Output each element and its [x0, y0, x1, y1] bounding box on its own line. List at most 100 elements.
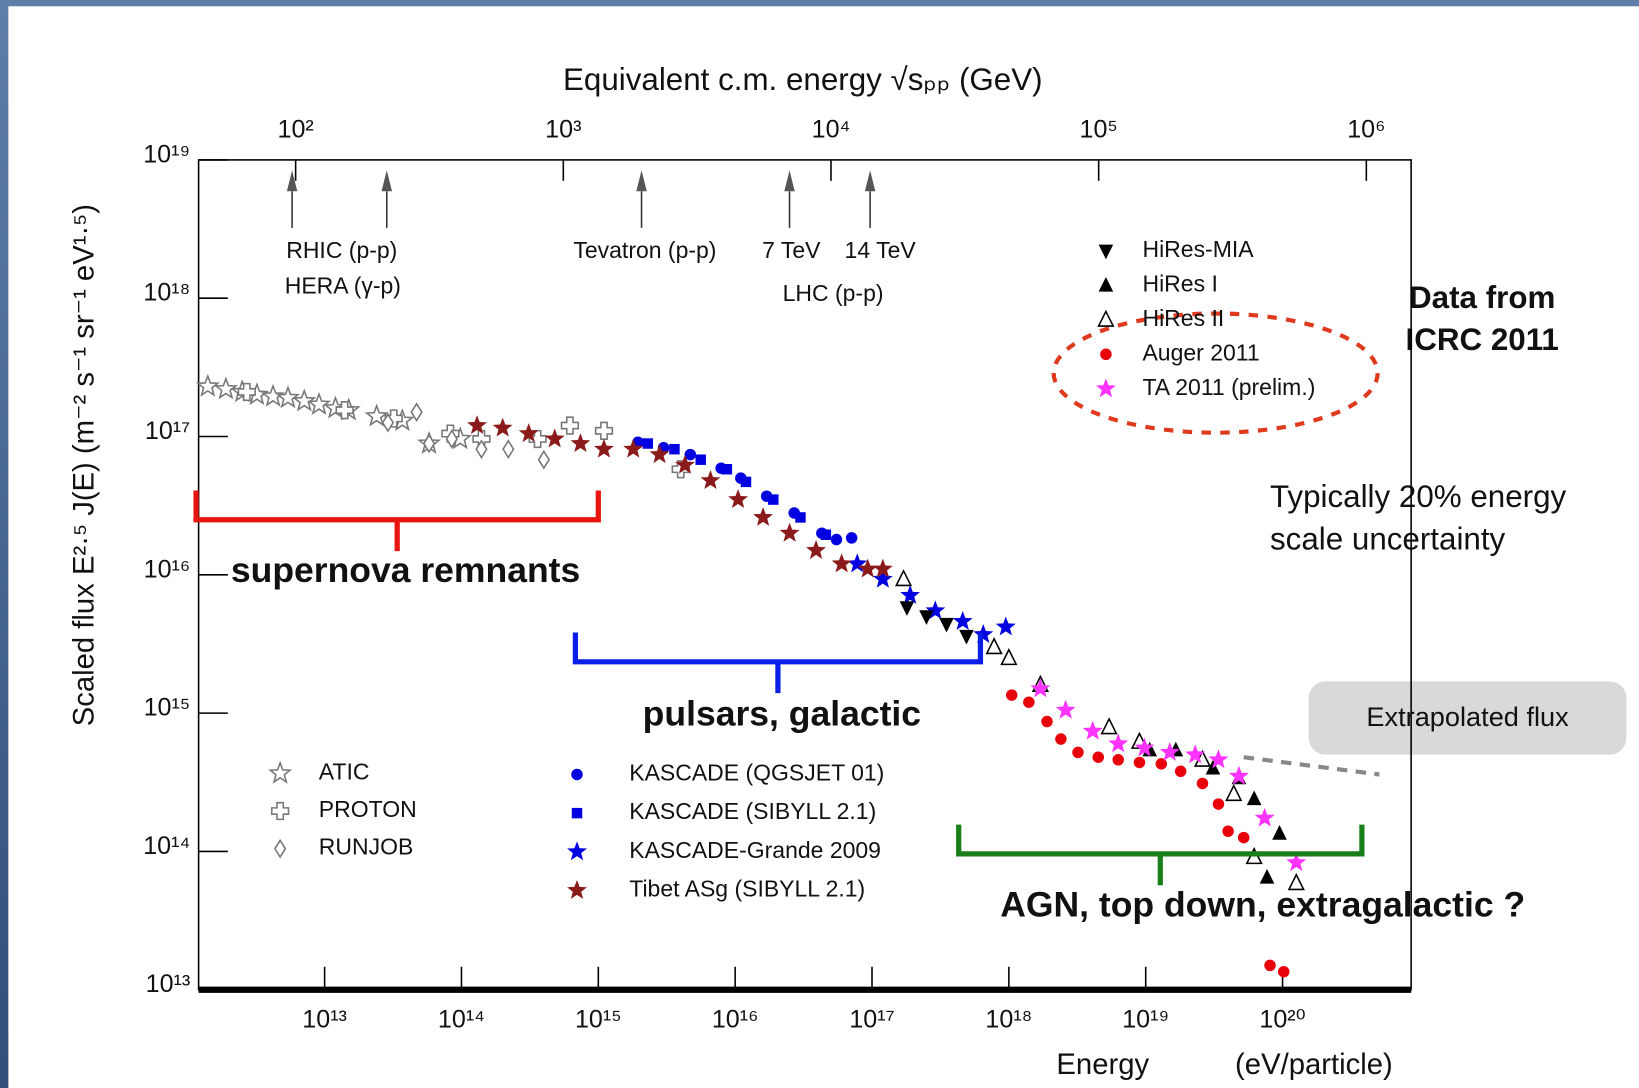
range-bracket — [193, 490, 601, 552]
data-point — [544, 428, 565, 448]
legend-item: PROTON — [270, 796, 417, 822]
data-point — [872, 568, 893, 588]
data-point — [410, 402, 423, 423]
legend-marker — [1098, 276, 1114, 292]
data-point — [1174, 765, 1187, 778]
data-point — [364, 403, 389, 427]
data-point — [381, 412, 395, 433]
legend-label: Auger 2011 — [1142, 339, 1259, 365]
data-point — [1272, 825, 1287, 840]
data-point — [740, 476, 752, 488]
data-point — [1286, 852, 1307, 872]
data-point — [1055, 733, 1067, 745]
data-point — [445, 429, 458, 449]
data-point — [1082, 720, 1103, 740]
data-point — [1072, 746, 1084, 759]
note-line: Typically 20% energy — [1270, 479, 1567, 514]
series — [1006, 689, 1290, 978]
panel — [8, 6, 1639, 1088]
data-point — [237, 382, 256, 402]
data-point — [1133, 756, 1146, 769]
data-point — [1092, 751, 1104, 763]
data-point — [649, 444, 670, 464]
legend-label: HiRes II — [1142, 305, 1224, 331]
data-point — [952, 610, 973, 630]
data-point — [335, 401, 354, 420]
data-point — [872, 558, 893, 578]
data-point — [1159, 741, 1180, 761]
x-tick-label: 10¹³ — [302, 1006, 347, 1034]
legend-marker — [1100, 348, 1112, 361]
x2-tick-label: 10⁶ — [1347, 115, 1385, 143]
x-tick-label: 10¹⁶ — [712, 1006, 759, 1034]
series — [237, 382, 690, 479]
data-point — [1225, 783, 1243, 802]
x-tick-label: 10²⁰ — [1259, 1006, 1305, 1034]
note-line: scale uncertainty — [1270, 522, 1506, 557]
data-point — [422, 433, 436, 454]
extrapolation-label: Extrapolated flux — [1366, 701, 1569, 732]
x-tick-label: 10¹⁴ — [438, 1006, 485, 1034]
note-line: Data from — [1409, 280, 1555, 315]
legend-label: RUNJOB — [319, 834, 414, 860]
legend-marker — [567, 880, 587, 899]
data-point — [1246, 790, 1262, 806]
data-point — [845, 532, 858, 544]
highlight-ellipse — [1051, 311, 1380, 435]
data-point — [518, 423, 539, 443]
x2-tick-label: 10⁵ — [1080, 115, 1118, 143]
data-point — [642, 438, 654, 449]
data-point — [1006, 689, 1018, 701]
legend-label: HiRes-MIA — [1142, 236, 1254, 262]
legend-label: HiRes I — [1142, 270, 1217, 296]
data-point — [1222, 825, 1234, 837]
data-point — [820, 529, 832, 540]
x2-tick-label: 10⁴ — [812, 115, 851, 143]
data-point — [1196, 777, 1209, 790]
legend-marker — [1098, 244, 1114, 260]
marker-label: Tevatron (p-p) — [573, 237, 716, 263]
data-point — [292, 388, 317, 412]
y-tick-label: 10¹⁶ — [144, 555, 191, 583]
data-point — [721, 464, 733, 475]
y-tick-label: 10¹⁵ — [144, 694, 191, 722]
marker-label: RHIC (p-p) — [286, 237, 397, 263]
data-point — [1023, 696, 1035, 708]
marker-arrowhead — [784, 170, 795, 192]
y-tick-label: 10¹⁴ — [143, 832, 190, 860]
data-point — [1287, 873, 1305, 891]
data-point — [669, 443, 680, 455]
marker-arrowhead — [636, 170, 647, 192]
x2-tick-label: 10² — [278, 115, 314, 143]
data-point — [502, 439, 515, 460]
data-point — [1108, 733, 1129, 753]
data-point — [779, 522, 800, 542]
marker-arrowhead — [286, 170, 298, 192]
series — [899, 601, 974, 645]
data-point — [1259, 868, 1275, 884]
top-axis-title: Equivalent c.m. energy √sₚₚ (GeV) — [563, 62, 1043, 97]
x2-tick-label: 10³ — [545, 115, 581, 143]
x-tick-label: 10¹⁵ — [575, 1006, 622, 1034]
legend-marker — [273, 838, 287, 859]
data-point — [973, 624, 994, 643]
data-point — [570, 433, 591, 453]
legend-item: RUNJOB — [273, 834, 414, 860]
data-point — [925, 600, 946, 620]
legend-label: ATIC — [319, 758, 370, 784]
data-point — [475, 439, 488, 460]
legend-marker — [1095, 378, 1116, 398]
data-point — [695, 454, 706, 465]
data-point — [831, 553, 852, 573]
range-label: AGN, top down, extragalactic ? — [1000, 885, 1525, 925]
data-point — [847, 553, 868, 573]
data-point — [894, 569, 913, 587]
data-point — [195, 373, 220, 397]
data-point — [1237, 831, 1250, 844]
x-tick-label: 10¹⁷ — [849, 1006, 894, 1034]
legend-item: HiRes-MIA — [1098, 236, 1254, 262]
marker-label: 14 TeV — [845, 237, 917, 263]
legend-item: ATIC — [268, 758, 370, 784]
legend-marker — [571, 807, 583, 819]
data-point — [1030, 678, 1051, 698]
